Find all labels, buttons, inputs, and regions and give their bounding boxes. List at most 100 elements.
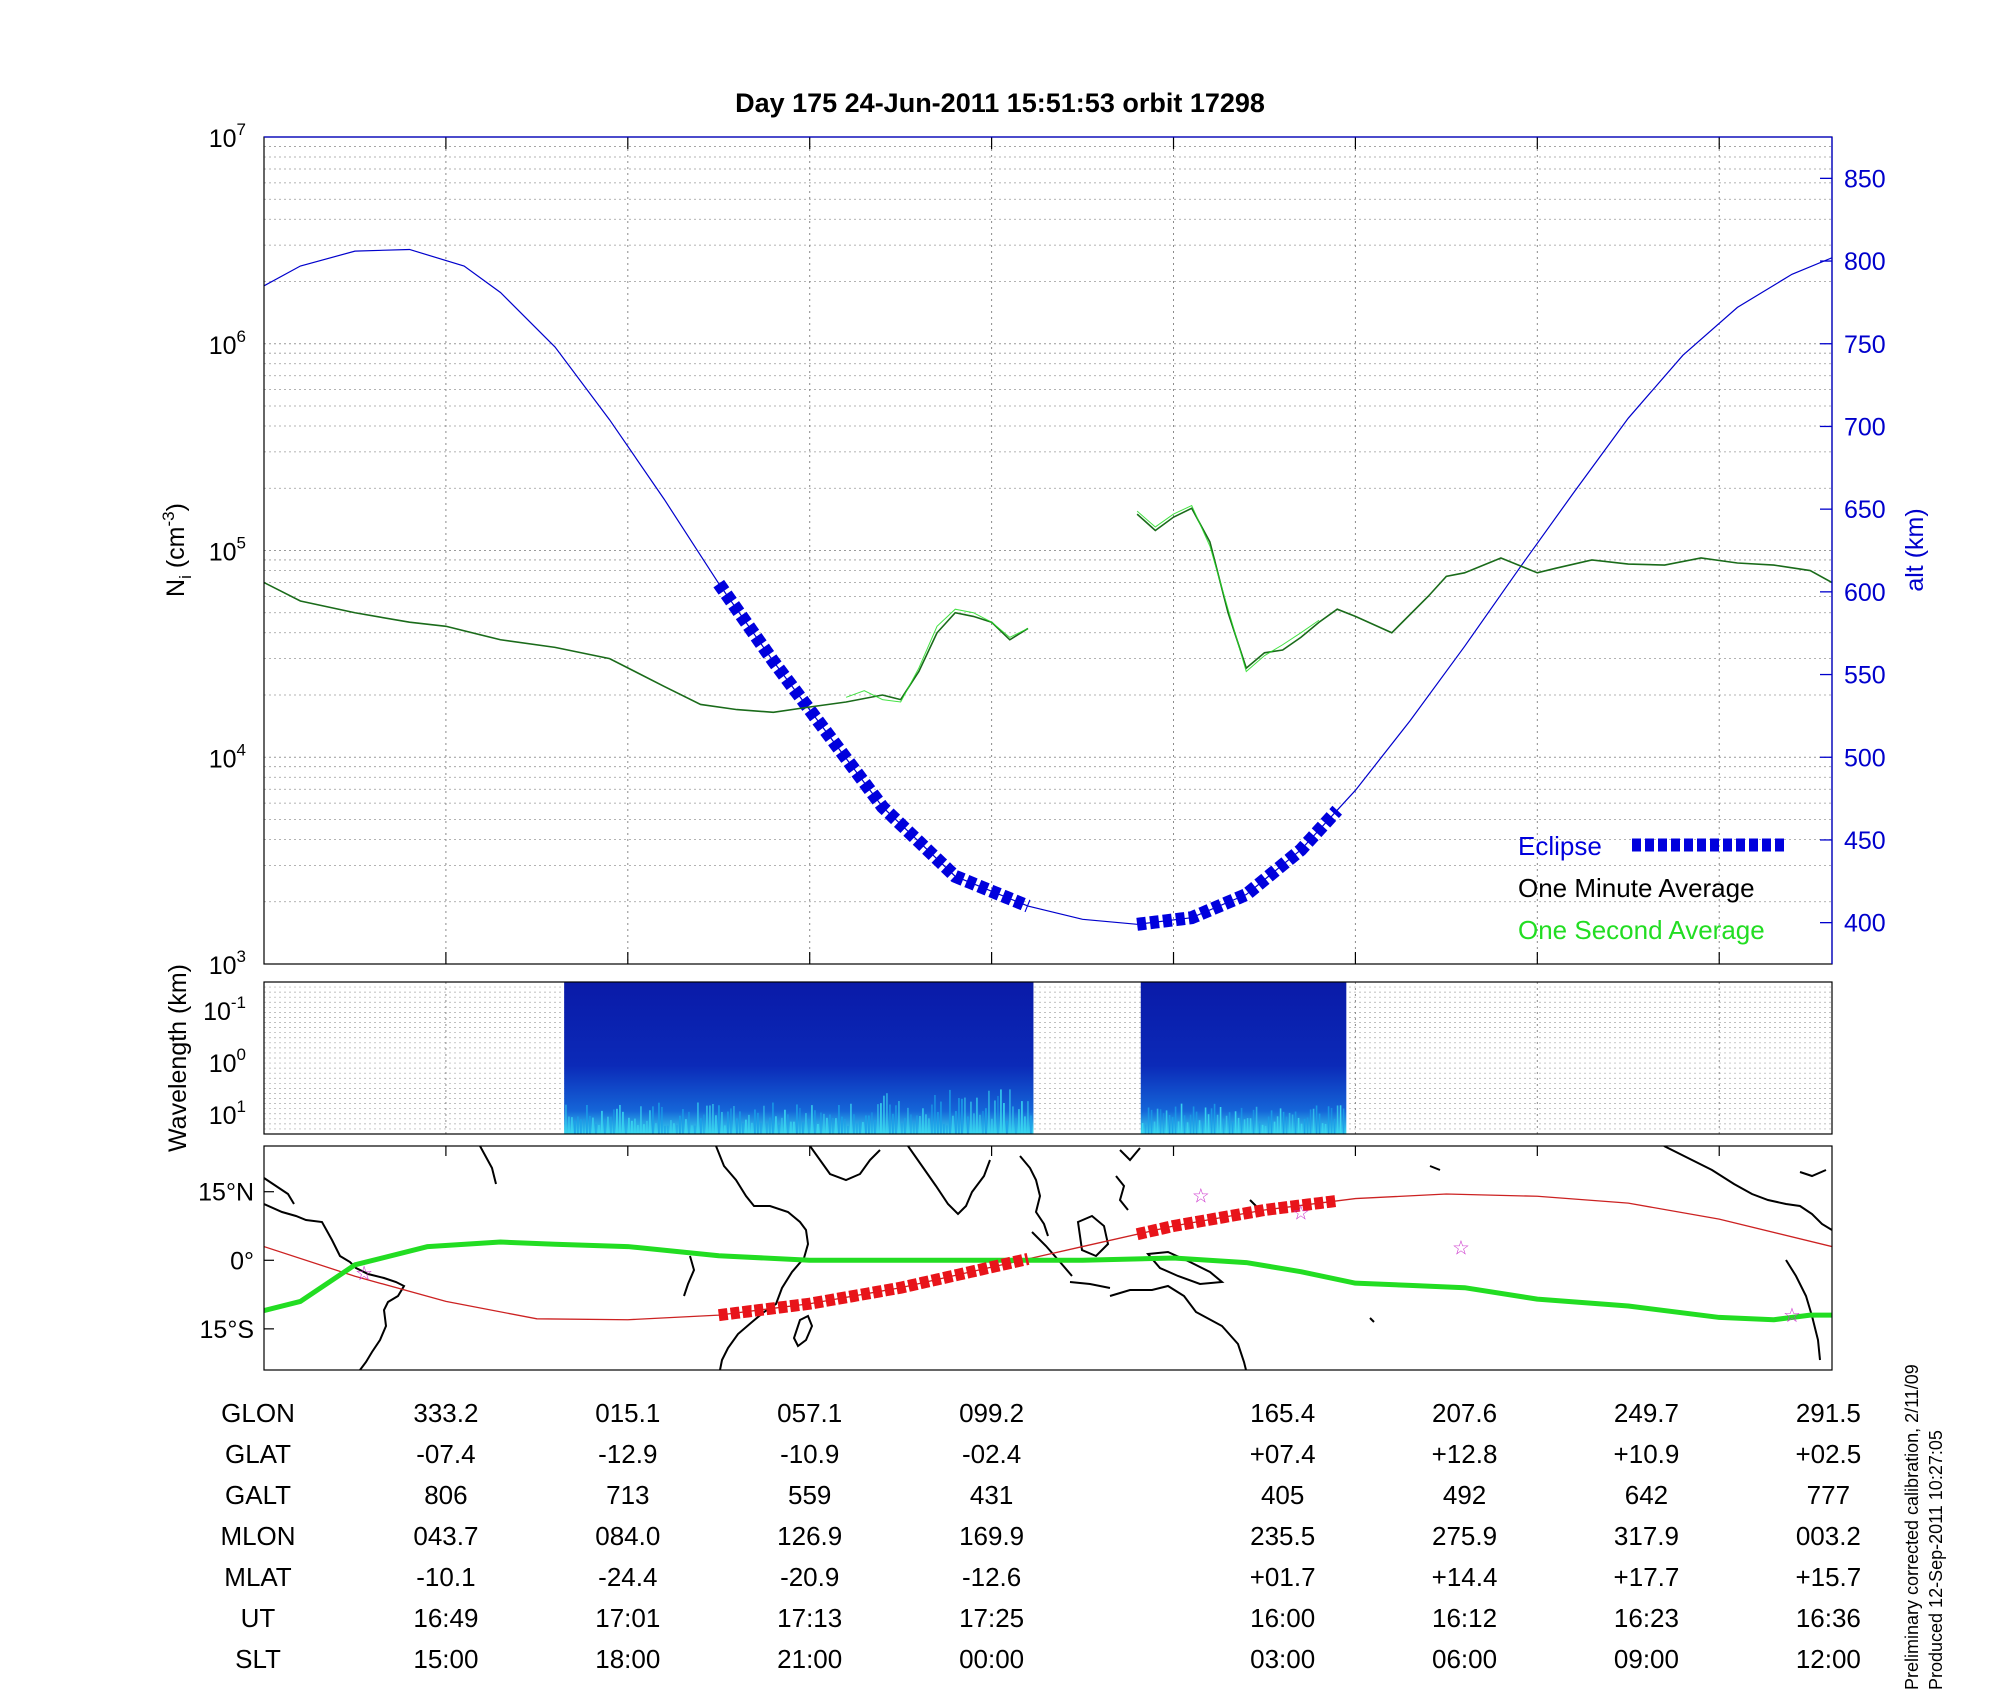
spectrogram-y-ticks: 10-1 100 101 <box>203 993 246 1130</box>
table-cell: 17:01 <box>595 1603 660 1633</box>
table-cell: +17.7 <box>1614 1562 1680 1592</box>
map-grid <box>445 1146 1720 1156</box>
spectrogram-streak <box>787 1114 789 1134</box>
spectrogram-streak <box>1315 1105 1318 1134</box>
spectrogram-streak <box>949 1089 951 1134</box>
altitude-tick-label: 700 <box>1844 413 1886 441</box>
table-cell: +02.5 <box>1795 1439 1861 1469</box>
star-marker: ☆ <box>355 1263 373 1285</box>
spectrogram-streak <box>1180 1103 1183 1134</box>
spectrogram-streak <box>877 1104 879 1134</box>
star-marker: ☆ <box>1783 1305 1801 1327</box>
spectrogram-streak <box>1141 1122 1144 1134</box>
spectrogram-streak <box>814 1110 816 1134</box>
spectrogram-streak <box>1309 1109 1312 1134</box>
spectrogram-streak <box>676 1125 678 1134</box>
spectrogram-streak <box>883 1095 885 1134</box>
eclipse-altitude-segment <box>1136 805 1343 931</box>
spectrogram-streak <box>1279 1108 1282 1134</box>
spectrogram-streak <box>838 1105 840 1134</box>
legend-one-minute-label: One Minute Average <box>1518 873 1755 903</box>
spectrogram-streak <box>568 1116 570 1134</box>
table-cell: 405 <box>1261 1480 1304 1510</box>
spectrogram-streak <box>574 1120 576 1134</box>
table-cell: 249.7 <box>1614 1398 1679 1428</box>
eclipse-altitude-segment <box>713 579 1031 913</box>
spectrogram-streak <box>1204 1107 1207 1134</box>
spectrogram-streak <box>1234 1111 1237 1134</box>
table-cell: 126.9 <box>777 1521 842 1551</box>
spectrogram-streak <box>973 1113 975 1134</box>
spectrogram-streak <box>616 1108 618 1134</box>
wavelength-tick-label: 101 <box>209 1097 246 1130</box>
spectrogram-streak <box>928 1118 930 1134</box>
spectrogram-streak <box>823 1113 825 1134</box>
spectrogram-streak <box>1156 1108 1159 1134</box>
coast-south-america-east <box>479 1146 497 1185</box>
table-cell: 806 <box>424 1480 467 1510</box>
spectrogram-streak <box>625 1119 627 1134</box>
spectrogram-streak <box>775 1116 777 1134</box>
spectrogram-frame <box>263 981 1833 1135</box>
spectrogram-streak <box>1186 1122 1189 1134</box>
spectrogram-streak <box>967 1116 969 1134</box>
spectrogram-streak <box>679 1115 681 1134</box>
spectrogram-streak <box>1171 1117 1174 1134</box>
spectrogram-streak <box>943 1123 945 1134</box>
one-second-average-line <box>1136 504 1320 673</box>
altitude-line <box>264 248 1832 925</box>
spectrogram-streak <box>1327 1106 1330 1134</box>
spectrogram-streak <box>1150 1109 1153 1134</box>
figure-title: Day 175 24-Jun-2011 15:51:53 orbit 17298 <box>735 88 1265 118</box>
table-cell: 18:00 <box>595 1644 660 1674</box>
spectrogram-streak <box>1006 1120 1008 1134</box>
legend-one-second-label: One Second Average <box>1518 915 1765 945</box>
spectrogram-streak <box>727 1111 729 1134</box>
spectrogram-streak <box>757 1112 759 1134</box>
coast-madagascar <box>792 1314 814 1348</box>
spectrogram-streak <box>1159 1109 1162 1134</box>
table-cell: 777 <box>1807 1480 1850 1510</box>
density-tick-label: 107 <box>209 120 246 153</box>
spectrogram-streak <box>1321 1123 1324 1134</box>
coast-central-america <box>1663 1146 1832 1231</box>
spectrogram-streak <box>1183 1115 1186 1134</box>
spectrogram-streak <box>643 1124 645 1134</box>
spectrogram-streak <box>805 1113 807 1134</box>
spectrogram-block <box>1140 982 1347 1134</box>
spectrogram-streak <box>1195 1111 1198 1134</box>
spectrogram-streak <box>1285 1116 1288 1134</box>
spectrogram-streak <box>586 1104 588 1134</box>
spectrogram-streak <box>709 1105 711 1134</box>
spectrogram-streak <box>1240 1107 1243 1134</box>
spectrogram-streak <box>733 1106 735 1134</box>
spectrogram-streak <box>640 1106 642 1134</box>
spectrogram-data <box>564 982 1347 1134</box>
spectrogram-streak <box>1300 1123 1303 1134</box>
table-cell: 17:25 <box>959 1603 1024 1633</box>
ground-track-map-panel: ☆ ☆ ☆ ☆ ☆ 15°N 0° 15°S <box>198 1145 1833 1371</box>
spectrogram-streak <box>748 1114 750 1134</box>
table-cell: -20.9 <box>780 1562 839 1592</box>
coast-india <box>907 1146 991 1216</box>
spectrogram-streak <box>1318 1113 1321 1134</box>
spectrogram-streak <box>1168 1115 1171 1134</box>
spectrogram-streak <box>1000 1089 1002 1134</box>
magnetic-equator-line <box>264 1239 1832 1323</box>
spectrogram-streak <box>1231 1122 1234 1134</box>
spectrogram-streak <box>1303 1118 1306 1134</box>
table-cell: -12.9 <box>598 1439 657 1469</box>
eclipse-track-segment <box>1135 1194 1338 1241</box>
table-cell: 291.5 <box>1796 1398 1861 1428</box>
spectrogram-streak <box>1306 1117 1309 1134</box>
density-tick-label: 104 <box>209 740 246 773</box>
table-cell: 333.2 <box>413 1398 478 1428</box>
spectrogram-streak <box>985 1108 987 1134</box>
spectrogram-streak <box>889 1104 891 1134</box>
spectrogram-streak <box>673 1123 675 1134</box>
spectrogram-streak <box>736 1118 738 1134</box>
table-cell: 642 <box>1625 1480 1668 1510</box>
spectrogram-streak <box>874 1119 876 1134</box>
coast-arabia <box>809 1146 881 1182</box>
coast-south-america-north <box>264 1203 406 1370</box>
